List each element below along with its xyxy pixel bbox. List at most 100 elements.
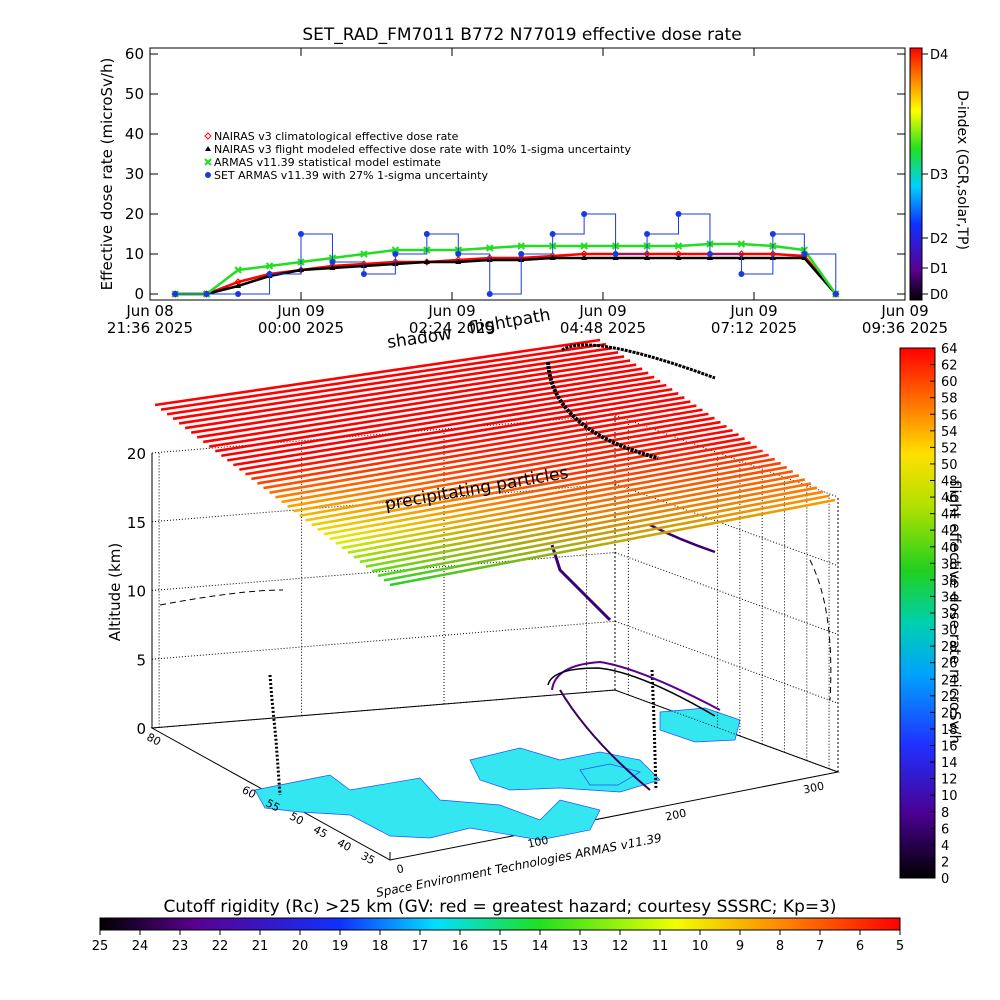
x-tick-label: Jun 09 <box>578 302 626 320</box>
colorbar-tick-label: 16 <box>452 939 469 954</box>
colorbar-tick-label: 17 <box>412 939 429 954</box>
dose-sheet-line <box>196 367 643 439</box>
colorbar-tick-label: 62 <box>941 359 958 374</box>
marker <box>360 250 368 258</box>
marker <box>706 251 713 257</box>
y-tick-label: 60 <box>125 45 144 63</box>
colorbar-tick-label: 20 <box>292 939 309 954</box>
chart-title: SET_RAD_FM7011 B772 N77019 effective dos… <box>302 25 741 45</box>
colorbar-tick-label: D4 <box>930 48 948 63</box>
colorbar-tick-label: 24 <box>132 939 149 954</box>
colorbar <box>899 347 936 879</box>
colorbar-tick-label: 15 <box>492 939 509 954</box>
marker <box>203 291 210 297</box>
dose-sheet-line <box>215 379 661 453</box>
x-tick-label: 00:00 2025 <box>258 319 344 337</box>
marker <box>298 231 304 237</box>
marker <box>612 255 619 260</box>
series-line <box>175 256 837 296</box>
lon-tick-label: 300 <box>802 779 825 796</box>
dose-sheet-line <box>317 449 763 531</box>
x-tick-label: Jun 09 <box>880 302 928 320</box>
colorbar-tick-label: 19 <box>332 939 349 954</box>
colorbar-tick-label: 7 <box>816 939 824 954</box>
colorbar-tick-label: 13 <box>572 939 589 954</box>
track <box>547 667 716 717</box>
colorbar-tick-label: 18 <box>372 939 389 954</box>
marker <box>234 266 242 274</box>
x-tick-label: Jun 09 <box>729 302 777 320</box>
lat-tick-label: 35 <box>359 849 377 867</box>
dose-sheet-line <box>287 428 733 508</box>
x-tick-label: 02:24 2025 <box>409 319 495 337</box>
dose-sheet-line <box>281 424 727 504</box>
dose-sheet-line <box>377 490 824 578</box>
legend-entry: NAIRAS v3 climatological effective dose … <box>214 130 459 143</box>
lon-tick-label: 0 <box>395 862 405 876</box>
colorbar-tick-label: 60 <box>941 375 958 390</box>
legend-marker <box>204 158 212 166</box>
marker <box>801 255 808 260</box>
dose-sheet-line <box>233 392 679 467</box>
marker <box>738 271 745 277</box>
colorbar-tick-label: 5 <box>896 939 904 954</box>
colorbar-tick-label: 50 <box>941 458 958 473</box>
dose-sheet-line <box>166 346 613 416</box>
dose-sheet-line <box>305 441 751 522</box>
colorbar-tick-label: 0 <box>941 872 949 887</box>
x-tick-label: Jun 09 <box>276 302 324 320</box>
marker <box>644 255 651 260</box>
dose-sheet-line <box>257 408 703 485</box>
z-tick-label: 10 <box>127 583 146 601</box>
x-tick-label: 09:36 2025 <box>862 319 948 337</box>
lat-tick-label: 80 <box>145 731 163 749</box>
colorbar-tick-label: 12 <box>941 773 958 788</box>
dose-sheet-line <box>389 498 836 587</box>
z-tick-label: 15 <box>127 514 146 532</box>
marker <box>329 259 336 265</box>
colorbar-tick-label: 56 <box>941 408 958 423</box>
dose-sheet-line <box>190 363 637 434</box>
map-land <box>659 707 741 743</box>
dose-sheet-line <box>311 445 757 527</box>
grid-line <box>151 620 839 704</box>
dose-sheet-line <box>293 433 739 513</box>
colorbar-tick-label: 16 <box>941 740 958 755</box>
colorbar-tick-label: D1 <box>930 262 948 277</box>
colorbar-tick-label: D3 <box>930 168 948 183</box>
dose-sheet-line <box>245 400 691 476</box>
marker <box>644 231 651 237</box>
marker <box>329 265 336 270</box>
x-tick-label: 07:12 2025 <box>711 319 797 337</box>
lat-tick-label: 45 <box>311 823 329 841</box>
dose-sheet-line <box>371 486 818 573</box>
marker <box>612 251 619 257</box>
marker <box>581 211 588 217</box>
colorbar-tick-label: 4 <box>941 839 949 854</box>
y-axis-label: Effective dose rate (microSv/h) <box>98 58 116 291</box>
colorbar-tick-label: 40 <box>941 541 958 556</box>
annotation: shadow <box>386 324 453 353</box>
dose-sheet-line <box>239 396 685 471</box>
lon-tick-label: 200 <box>664 807 687 824</box>
colorbar-tick-label: 8 <box>941 806 949 821</box>
dose-sheet-line <box>365 482 812 568</box>
lat-tick-label: 55 <box>264 797 282 815</box>
track <box>551 660 721 711</box>
colorbar-tick-label: 10 <box>941 789 958 804</box>
colorbar <box>99 917 901 931</box>
colorbar-tick-label: 21 <box>252 939 269 954</box>
colorbar-tick-label: 8 <box>776 939 784 954</box>
colorbar-tick-label: 18 <box>941 723 958 738</box>
colorbar-tick-label: 6 <box>941 822 949 837</box>
marker <box>235 283 242 288</box>
colorbar-tick-label: 14 <box>532 939 549 954</box>
colorbar-tick-label: 58 <box>941 392 958 407</box>
colorbar-tick-label: 12 <box>612 939 629 954</box>
dose-sheet-line <box>269 416 715 494</box>
dose-sheet-line <box>160 342 607 411</box>
marker <box>518 251 525 257</box>
legend-entry: SET ARMAS v11.39 with 27% 1-sigma uncert… <box>214 169 488 182</box>
marker <box>455 259 462 264</box>
